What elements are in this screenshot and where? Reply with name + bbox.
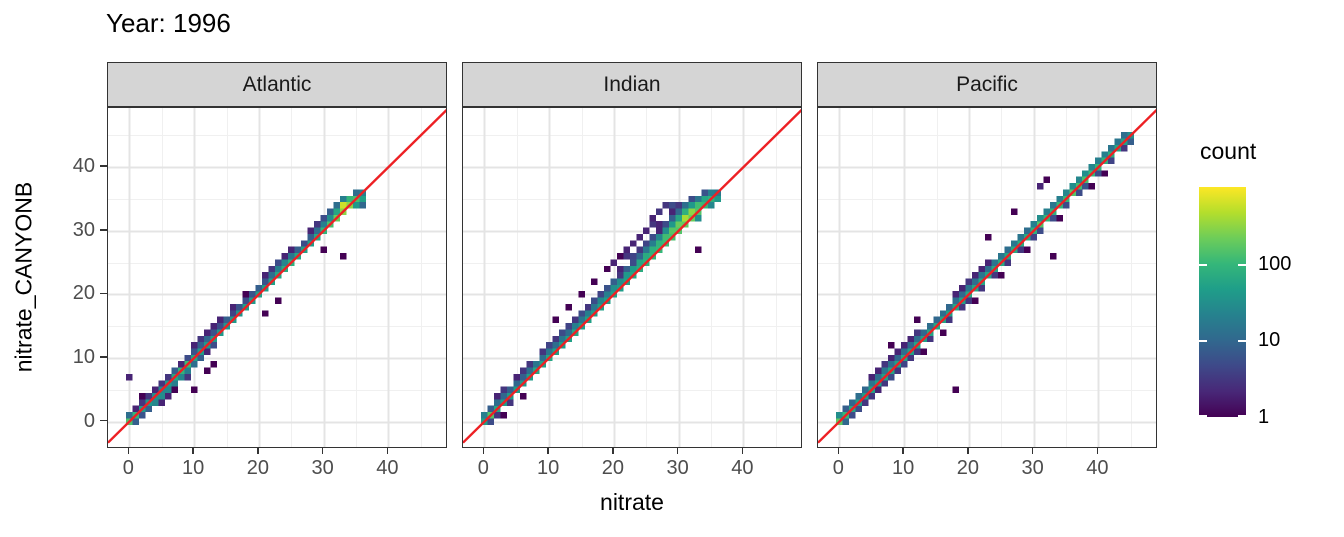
legend-tick-label: 1 (1258, 406, 1270, 428)
y-tick-label: 30 (72, 218, 95, 241)
x-tick-label: 30 (666, 457, 689, 479)
x-tick-label: 10 (182, 457, 205, 479)
x-tick-mark (1096, 448, 1099, 454)
facet-strip-atlantic: Atlantic (107, 62, 447, 107)
x-tick-label: 10 (537, 457, 560, 479)
x-tick-label: 20 (956, 457, 980, 479)
x-tick-mark (612, 448, 614, 454)
facet-strip-label: Atlantic (242, 72, 312, 96)
x-tick-mark (482, 448, 485, 454)
x-tick-mark (741, 448, 744, 454)
x-tick-label: 40 (1086, 457, 1109, 479)
legend-colorbar (1199, 187, 1246, 417)
x-tick-label: 20 (601, 457, 625, 479)
y-tick-label: 0 (83, 409, 95, 432)
y-tick-mark (100, 229, 107, 231)
y-tick-mark (100, 356, 107, 358)
y-tick-mark (100, 165, 107, 167)
x-tick-mark (967, 448, 969, 454)
legend-bar-tick (1238, 340, 1246, 343)
x-tick-mark (547, 448, 549, 454)
panel-canvas (463, 108, 801, 447)
x-tick-mark (386, 448, 389, 454)
legend-bar-tick (1238, 415, 1246, 417)
x-tick-label: 30 (1021, 457, 1044, 479)
legend-title: count (1200, 138, 1257, 164)
x-tick-mark (837, 448, 840, 454)
facet-strip-indian: Indian (462, 62, 802, 107)
panel-canvas (818, 108, 1156, 447)
x-axis-title: nitrate (600, 489, 664, 515)
plot-panel-pacific (817, 107, 1157, 448)
y-tick-mark (100, 419, 107, 422)
legend-count: count 1 10 100 (1192, 138, 1342, 438)
x-tick-mark (321, 448, 324, 454)
x-tick-label: 10 (892, 457, 915, 479)
x-tick-label: 30 (311, 457, 334, 479)
x-tick-label: 0 (477, 457, 489, 479)
y-tick-label: 20 (72, 282, 95, 305)
y-tick-label: 40 (72, 155, 95, 178)
legend-tick-label: 100 (1258, 252, 1292, 275)
legend-bar-tick (1199, 415, 1207, 417)
y-axis-title: nitrate_CANYONB (10, 181, 37, 373)
x-tick-mark (192, 448, 194, 454)
legend-bar-tick (1199, 263, 1207, 266)
x-tick-mark (257, 448, 259, 454)
facet-strip-label: Indian (603, 72, 661, 96)
legend-bar-tick (1238, 263, 1246, 266)
facet-strip-pacific: Pacific (817, 62, 1157, 107)
plot-panel-indian (462, 107, 802, 448)
plot-panel-atlantic (107, 107, 447, 448)
x-tick-label: 0 (122, 457, 134, 479)
x-tick-mark (902, 448, 904, 454)
x-tick-label: 40 (376, 457, 399, 479)
x-tick-mark (127, 448, 130, 454)
x-tick-label: 40 (731, 457, 754, 479)
legend-tick-label: 10 (1258, 329, 1281, 352)
legend-bar-tick (1199, 340, 1207, 343)
panel-canvas (108, 108, 446, 447)
x-tick-mark (1031, 448, 1034, 454)
x-tick-label: 20 (246, 457, 270, 479)
y-tick-label: 10 (72, 346, 95, 369)
facet-strip-label: Pacific (956, 72, 1018, 96)
y-tick-mark (100, 292, 107, 295)
plot-title: Year: 1996 (106, 8, 231, 38)
x-tick-mark (676, 448, 679, 454)
x-tick-label: 0 (832, 457, 844, 479)
